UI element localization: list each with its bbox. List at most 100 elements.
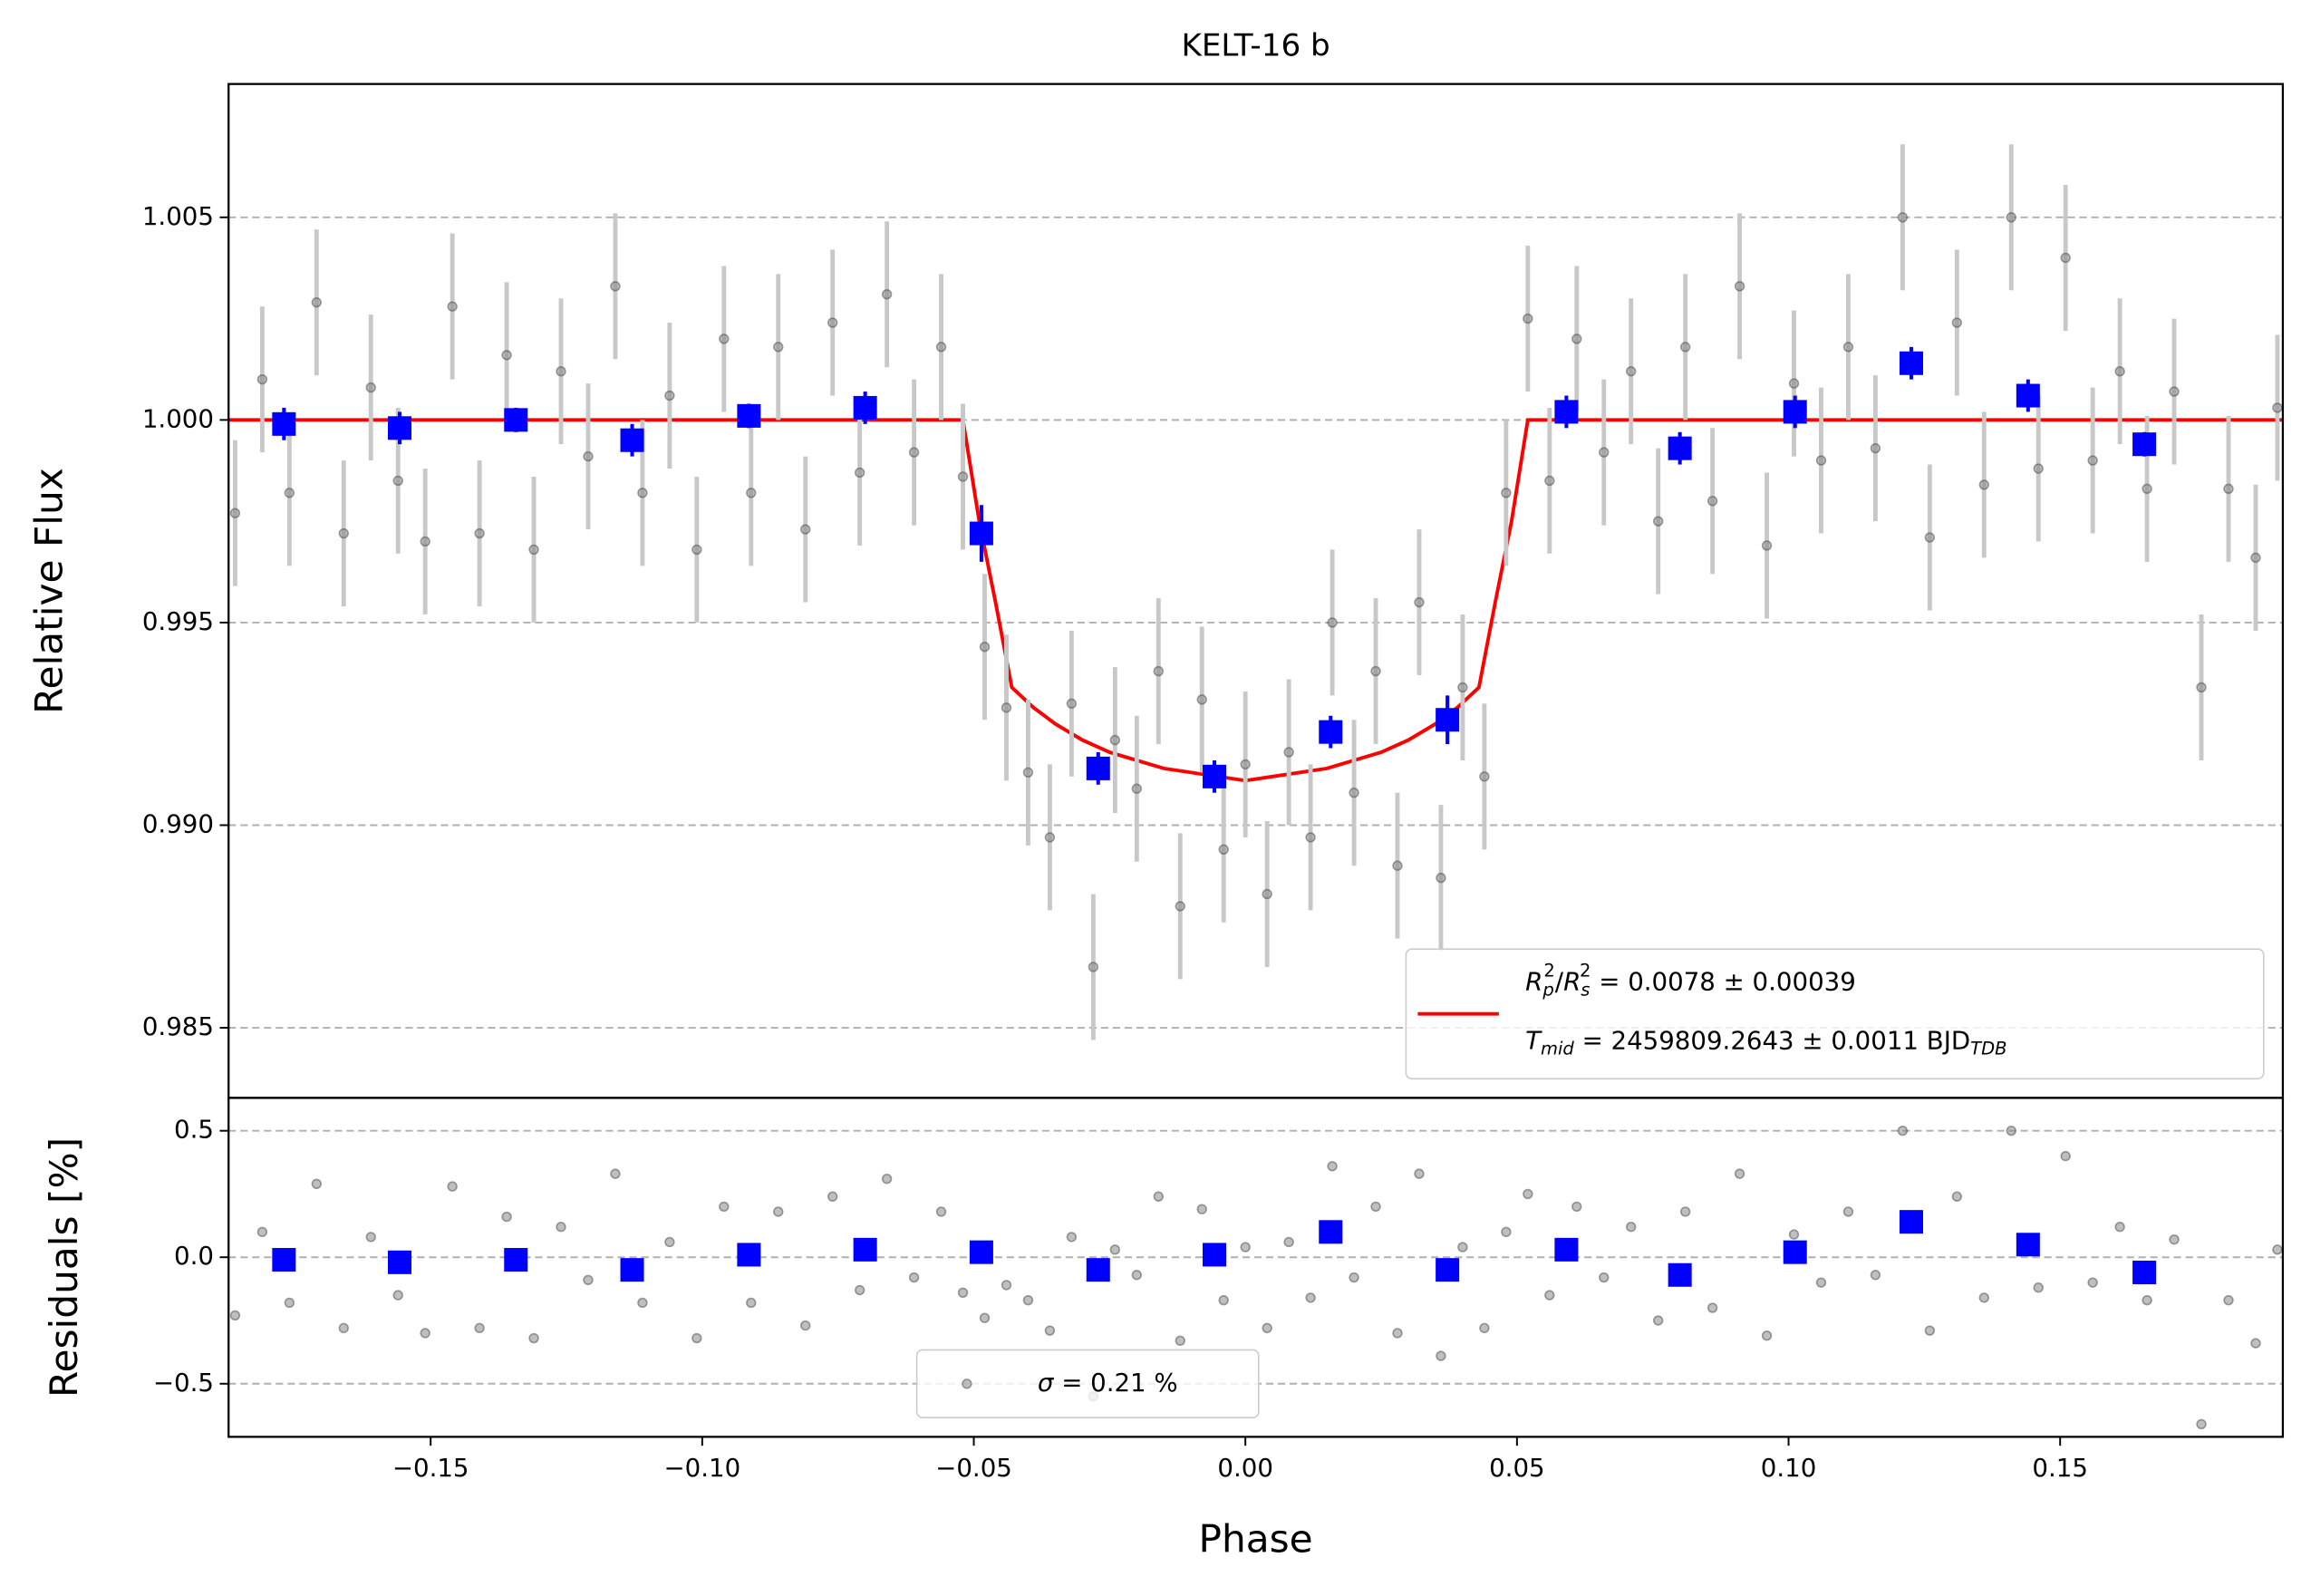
binned-point [1783,400,1807,424]
data-point [773,1206,784,1217]
data-point [2033,1282,2044,1293]
data-point [1001,702,1012,713]
data-point [2060,1150,2071,1162]
data-point [1175,1335,1185,1347]
data-point [773,342,784,353]
data-point [1066,1232,1078,1243]
data-point [1349,788,1359,798]
data-point [338,1322,349,1334]
data-point [392,1290,403,1301]
data-point [420,536,430,547]
data-point [2196,1418,2207,1430]
data-point [1392,860,1403,871]
data-point [1626,1222,1637,1233]
data-point [1283,747,1294,758]
y-tick-label: 0.985 [142,1011,214,1041]
binned-point [1086,1258,1110,1282]
data-point [365,382,376,393]
data-point [1870,442,1881,454]
data-point [1240,1242,1251,1253]
data-point [2033,463,2044,474]
data-point [979,1312,991,1323]
data-point [1436,872,1446,884]
data-point [691,544,702,556]
binned-point [620,428,644,452]
data-point [746,1297,757,1309]
data-point [1088,962,1099,972]
data-point [2087,1277,2098,1288]
legend-text: σ [1038,1368,1055,1398]
data-point [1523,313,1533,324]
data-point [1544,1290,1555,1301]
data-point [1815,455,1827,466]
data-point [1044,832,1056,843]
data-point [420,1328,430,1339]
legend-label: Tmid = 2459809.2643 ± 0.0011 BJDTDB [1525,1026,2006,1059]
data-point [1679,1206,1691,1217]
data-point [1262,888,1272,900]
legend-text: 2 [1580,960,1591,981]
legend-text: T [1525,1026,1542,1056]
data-point [1392,1328,1403,1339]
x-tick-label: 0.05 [1489,1453,1545,1483]
data-point [2142,1294,2152,1306]
data-point [2250,552,2261,564]
data-point [1218,844,1229,856]
data-point [2006,212,2016,223]
data-point [474,1322,485,1334]
data-point [1761,1330,1773,1341]
data-point [1457,682,1468,693]
data-point [1414,1168,1425,1179]
binned-point [1319,720,1343,744]
data-point [229,508,241,518]
data-point [1870,1270,1881,1281]
data-point [311,296,323,308]
x-tick-label: 0.00 [1217,1453,1273,1483]
x-axis-label: Phase [1198,1516,1312,1561]
data-point [1734,281,1745,292]
legend-text: 2 [1543,960,1554,981]
binned-point [388,1250,412,1274]
data-point [979,642,991,653]
data-point [1109,734,1121,746]
data-point [1544,475,1555,487]
binned-point [272,1248,296,1272]
data-point [1523,1188,1533,1200]
data-point [1131,1270,1143,1281]
legend-text: / [1555,967,1564,997]
legend-text: = 0.0078 ± 0.00039 [1591,967,1855,997]
data-point [935,1206,947,1217]
data-point [1842,342,1854,353]
data-point [827,1191,838,1202]
data-point [501,350,512,361]
y-tick-label: 1.005 [142,201,214,231]
legend-text: = 0.21 % [1053,1368,1177,1398]
data-point [556,366,566,377]
data-point [854,1284,865,1296]
data-point [2142,483,2152,495]
data-point [637,1297,648,1309]
data-point [501,1211,512,1223]
binned-point [1783,1240,1807,1264]
data-point [1175,901,1185,912]
binned-point [1668,436,1692,460]
data-point [1924,1325,1936,1336]
data-point [1305,1292,1316,1303]
data-point [284,488,295,498]
data-point [908,1272,920,1283]
data-point [957,1287,969,1298]
legend-swatch [962,1378,972,1389]
binned-point [737,1243,761,1267]
binned-point [2016,1233,2040,1257]
data-point [474,527,485,539]
data-point [719,1201,730,1213]
data-point [256,373,268,385]
data-point [2169,1234,2180,1245]
data-point [908,447,920,458]
data-point [2272,1244,2283,1255]
binned-point [1899,1210,1923,1234]
data-point [1707,1302,1718,1313]
data-point [2114,366,2125,377]
binned-point [2016,383,2040,408]
